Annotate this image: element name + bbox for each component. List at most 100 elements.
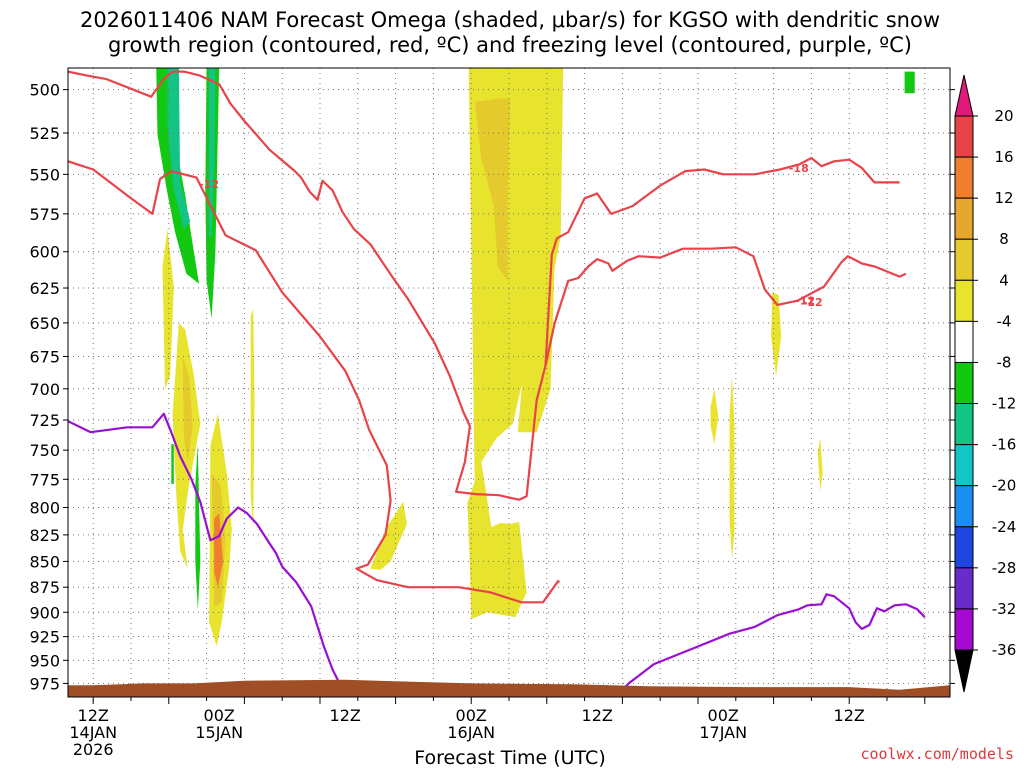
contour-labels: -12-18-12-12 bbox=[199, 162, 822, 309]
omega-region bbox=[195, 444, 201, 611]
y-tick-label: 725 bbox=[29, 411, 60, 430]
x-tick-label: 12Z bbox=[330, 706, 361, 725]
y-tick-label: 850 bbox=[29, 552, 60, 571]
colorbar-label: -16 bbox=[992, 436, 1017, 454]
y-tick-label: 550 bbox=[29, 165, 60, 184]
colorbar-swatch bbox=[954, 361, 974, 405]
x-tick-label: 00Z bbox=[708, 706, 739, 725]
x-tick-label: 12Z bbox=[78, 706, 109, 725]
omega-shading bbox=[156, 68, 915, 647]
omega-region bbox=[167, 68, 191, 230]
colorbar-swatch bbox=[954, 526, 974, 569]
colorbar-label: 16 bbox=[994, 148, 1013, 166]
contour-label: -12 bbox=[199, 178, 219, 191]
y-tick-label: 650 bbox=[29, 314, 60, 333]
red-contour-line bbox=[544, 246, 907, 366]
omega-region bbox=[467, 461, 527, 620]
omega-region bbox=[250, 309, 255, 530]
x-tick-label: 00Z bbox=[204, 706, 235, 725]
colorbar-label: -4 bbox=[997, 312, 1012, 330]
colorbar-label: -28 bbox=[992, 559, 1017, 577]
colorbar-label: 8 bbox=[999, 230, 1009, 248]
x-tick-label: 16JAN bbox=[447, 723, 495, 742]
y-tick-label: 675 bbox=[29, 347, 60, 366]
colorbar-swatch bbox=[954, 485, 974, 528]
y-tick-label: 700 bbox=[29, 380, 60, 399]
y-tick-label: 775 bbox=[29, 470, 60, 489]
colorbar-label: 4 bbox=[999, 271, 1009, 289]
contour-label: -12 bbox=[803, 296, 823, 309]
colorbar: 20 16 12 8 4 -4 -8 -12 -16 -20 -24 -28 -32 -36 bbox=[954, 74, 1017, 693]
colorbar-label: -32 bbox=[992, 600, 1017, 618]
y-tick-label: 525 bbox=[29, 124, 60, 143]
y-tick-label: 975 bbox=[29, 674, 60, 693]
contour-label: -18 bbox=[789, 162, 809, 175]
y-tick-label: 600 bbox=[29, 243, 60, 262]
red-contour-line bbox=[68, 160, 561, 604]
x-tick-label: 00Z bbox=[456, 706, 487, 725]
y-tick-label: 625 bbox=[29, 279, 60, 298]
x-tick-label: 15JAN bbox=[195, 723, 243, 742]
plot-area: -12-18-12-12 bbox=[68, 68, 950, 697]
colorbar-label: -12 bbox=[992, 395, 1017, 413]
freezing-level-line bbox=[619, 593, 926, 694]
colorbar-swatch bbox=[954, 444, 974, 487]
y-tick-label: 825 bbox=[29, 526, 60, 545]
x-tick-label: 17JAN bbox=[699, 723, 747, 742]
x-tick-label: 14JAN bbox=[69, 723, 117, 742]
colorbar-swatch bbox=[954, 115, 974, 158]
pressure-axis: 500 525 550 575 600 625 650 675 700 725 750 775 800 8… bbox=[29, 81, 955, 693]
x-tick-label: 12Z bbox=[834, 706, 865, 725]
colorbar-bottom-arrow bbox=[954, 649, 974, 693]
colorbar-swatch bbox=[954, 403, 974, 446]
omega-region bbox=[517, 68, 564, 433]
y-tick-label: 500 bbox=[29, 81, 60, 100]
omega-region bbox=[710, 388, 719, 445]
omega-region bbox=[370, 501, 407, 570]
chart-title-line2: growth region (contoured, red, ºC) and f… bbox=[108, 33, 912, 57]
freezing-level-line bbox=[68, 412, 347, 694]
omega-region bbox=[729, 376, 735, 560]
colorbar-label: 12 bbox=[994, 189, 1013, 207]
omega-region bbox=[162, 229, 174, 389]
y-tick-label: 900 bbox=[29, 603, 60, 622]
colorbar-label: 20 bbox=[994, 107, 1013, 125]
omega-region bbox=[209, 68, 216, 237]
dendritic-growth-contours bbox=[68, 70, 907, 604]
y-tick-label: 925 bbox=[29, 628, 60, 647]
colorbar-label: -36 bbox=[992, 641, 1017, 659]
freezing-level-contour bbox=[68, 412, 926, 694]
omega-region bbox=[182, 356, 193, 462]
omega-region bbox=[817, 438, 823, 491]
chart-title-line1: 2026011406 NAM Forecast Omega (shaded, μ… bbox=[80, 8, 940, 32]
colorbar-swatch bbox=[954, 197, 974, 240]
y-tick-label: 950 bbox=[29, 651, 60, 670]
omega-region bbox=[171, 444, 174, 484]
x-tick-label: 2026 bbox=[73, 740, 114, 759]
y-tick-label: 750 bbox=[29, 441, 60, 460]
x-axis-label: Forecast Time (UTC) bbox=[414, 747, 605, 768]
omega-region bbox=[214, 513, 223, 588]
terrain-fill bbox=[68, 679, 950, 697]
colorbar-swatch bbox=[954, 238, 974, 281]
grid bbox=[68, 68, 950, 697]
omega-region bbox=[904, 71, 915, 94]
colorbar-label: -20 bbox=[992, 477, 1017, 495]
y-tick-label: 875 bbox=[29, 578, 60, 597]
contour-label: -12 bbox=[795, 295, 815, 308]
colorbar-swatch bbox=[954, 567, 974, 610]
credit-text: coolwx.com/models bbox=[860, 745, 1014, 763]
colorbar-swatch bbox=[954, 279, 974, 322]
colorbar-swatch bbox=[954, 320, 974, 363]
omega-region bbox=[475, 98, 511, 281]
colorbar-top-arrow bbox=[954, 74, 974, 117]
x-tick-label: 12Z bbox=[582, 706, 613, 725]
colorbar-swatch bbox=[954, 608, 974, 651]
colorbar-swatch bbox=[954, 156, 974, 199]
red-contour-line bbox=[68, 70, 900, 501]
colorbar-label: -24 bbox=[992, 518, 1017, 536]
omega-region bbox=[468, 68, 528, 502]
colorbar-label: -8 bbox=[997, 353, 1012, 371]
